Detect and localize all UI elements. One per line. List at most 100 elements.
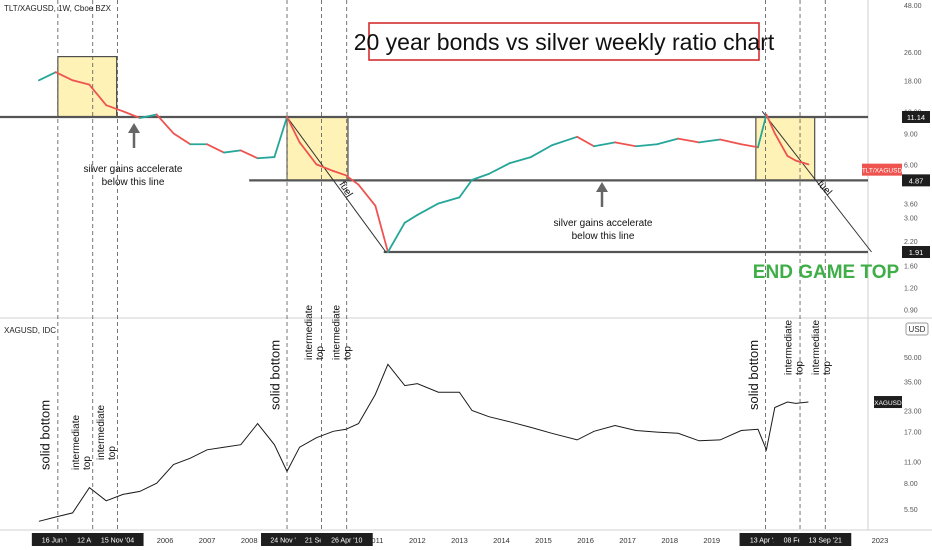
x-tick-label: 2019 [703, 536, 720, 545]
ratio-segment [403, 214, 419, 224]
ratio-segment [773, 132, 789, 157]
annotation-text: below this line [102, 177, 165, 188]
price-badge-label: 1.91 [909, 248, 924, 257]
bottom-y-tick-label: 11.00 [904, 459, 921, 466]
x-tick-label: 2007 [199, 536, 216, 545]
vertical-annotation-label: top [822, 361, 833, 375]
x-tick-label: 2008 [241, 536, 258, 545]
top-y-tick-label: 9.00 [904, 131, 918, 138]
ratio-segment [551, 135, 579, 147]
highlight-box [57, 56, 118, 118]
bottom-y-tick-label: 23.00 [904, 408, 922, 415]
top-panel-header: TLT/XAGUSD, 1W, Cboe BZX [4, 4, 112, 13]
x-tick-label: 2017 [619, 536, 636, 545]
ratio-segment [273, 116, 288, 158]
date-mark-label: 13 Sep '21 [809, 538, 842, 545]
date-mark-badge [320, 533, 373, 546]
ratio-segment [740, 143, 759, 149]
price-badge [902, 111, 930, 123]
top-y-tick-label: 6.00 [904, 162, 918, 169]
title-box [368, 22, 760, 61]
top-y-tick-label: 1.60 [904, 264, 918, 271]
ratio-segment [286, 116, 301, 144]
annotation-text: below this line [572, 231, 635, 242]
ratio-segment [54, 71, 74, 82]
x-tick-label: 2011 [367, 536, 383, 545]
vertical-marker-lines [57, 0, 826, 530]
fuel-line [761, 111, 872, 253]
chart-title: 20 year bonds vs silver weekly ratio cha… [354, 29, 775, 55]
ratio-segment [239, 149, 259, 160]
ratio-segment [256, 156, 276, 160]
price-badge [902, 174, 930, 187]
ratio-segment [471, 172, 490, 181]
ratio-segment [223, 149, 242, 154]
date-mark-label: 24 Nov '08 [270, 538, 303, 545]
symbol-badge-label: TLT/XAGUSD [862, 168, 903, 175]
x-tick-label: 2016 [577, 536, 594, 545]
arrow-head [596, 182, 608, 192]
highlight-box [286, 116, 349, 181]
currency-button[interactable] [905, 322, 929, 336]
bottom-y-tick-label: 17.00 [904, 429, 922, 436]
x-tick-label: 2013 [451, 536, 468, 545]
ratio-segment [794, 159, 810, 166]
vertical-annotation-label: top [82, 456, 93, 470]
ratio-segment [508, 156, 532, 165]
annotation-text: silver gains accelerate [84, 164, 183, 175]
top-y-tick-label: 0.90 [904, 308, 918, 315]
date-mark-label: 13 Apr '20 [750, 538, 781, 545]
top-y-tick-label: 1.20 [904, 286, 918, 293]
ratio-segment [576, 135, 595, 148]
ratio-segment [437, 196, 461, 205]
bottom-y-tick-label: 50.00 [904, 355, 922, 362]
ratio-segment [38, 71, 57, 82]
symbol-badge [862, 163, 902, 176]
vertical-annotation-label: top [795, 361, 806, 375]
ratio-segment [786, 155, 797, 162]
vertical-annotation-label: top [343, 346, 354, 360]
highlight-box [755, 116, 816, 181]
ratio-segment [458, 178, 473, 199]
currency-label: USD [909, 325, 926, 334]
top-y-tick-label: 3.60 [904, 201, 918, 208]
ratio-segment [206, 143, 225, 154]
top-y-tick-label: 2.20 [904, 239, 918, 246]
ratio-segment [88, 83, 108, 107]
top-y-tick-label: 26.00 [904, 50, 922, 57]
x-tick-label: 2012 [409, 536, 426, 545]
price-badge-label: 11.14 [907, 113, 925, 122]
ratio-segment [765, 113, 776, 135]
bottom-panel-header: XAGUSD, IDC [4, 326, 56, 335]
end-game-top-label: END GAME TOP [753, 262, 900, 283]
x-tick-label: 2006 [157, 536, 174, 545]
ratio-segment [487, 162, 511, 175]
annotation-text: silver gains accelerate [554, 218, 653, 229]
vertical-annotation-label: top [315, 346, 326, 360]
ratio-segment [374, 204, 389, 253]
fuel-line [286, 116, 387, 253]
symbol-badge-label: XAGUSD [874, 400, 902, 407]
ratio-segment [719, 138, 743, 146]
ratio-segment [332, 170, 347, 177]
ratio-segment [635, 143, 658, 148]
symbol-badge [874, 396, 902, 409]
x-tick-label: 2014 [493, 536, 510, 545]
ratio-segment [315, 163, 335, 172]
ratio-segment [757, 113, 768, 149]
x-tick-label: 2018 [661, 536, 678, 545]
bottom-y-tick-label: 35.00 [904, 380, 922, 387]
ratio-segment [677, 137, 701, 144]
ratio-segment [416, 202, 440, 216]
ratio-segment [138, 113, 158, 119]
date-mark-badge [91, 533, 144, 546]
bottom-y-tick-label: 8.00 [904, 481, 918, 488]
silver-price-line [38, 363, 809, 522]
vertical-annotation-label: solid bottom [746, 340, 761, 410]
ratio-segment [387, 221, 406, 253]
ratio-segment [155, 113, 175, 135]
ratio-segment [71, 79, 91, 86]
